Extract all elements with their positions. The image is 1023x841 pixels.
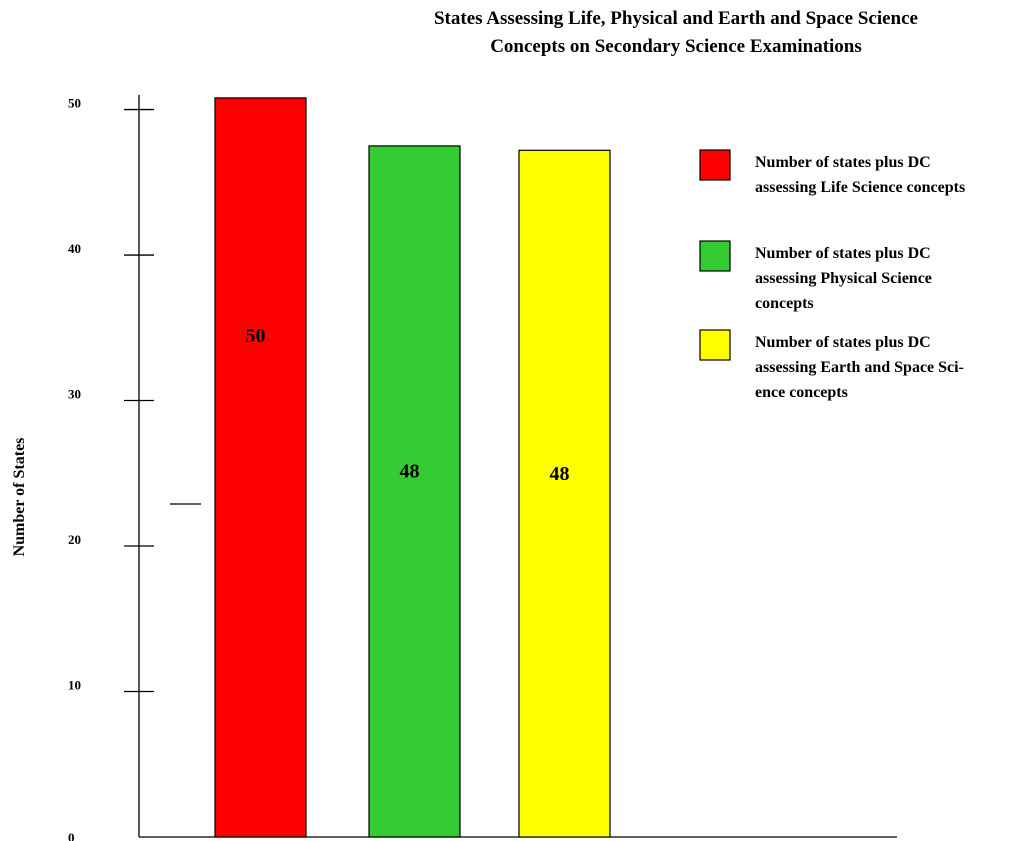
bar-1-value-label: 50 (246, 325, 266, 347)
bar-3 (518, 149, 611, 838)
legend: Number of states plus DC assessing Life S… (699, 149, 965, 401)
bars: 50 48 48 (214, 97, 611, 838)
y-ticks: 0 10 20 30 40 50 (68, 96, 154, 841)
legend-label-1-line-2: assessing Life Science concepts (755, 179, 965, 196)
y-tick-label-40: 40 (68, 241, 81, 256)
legend-label-1-line-1: Number of states plus DC (755, 154, 931, 171)
y-axis-label: Number of States (11, 438, 28, 557)
legend-swatch-2 (699, 240, 731, 272)
y-tick-label-50: 50 (68, 96, 81, 111)
chart-title-line-2: Concepts on Secondary Science Examinatio… (490, 36, 862, 57)
bar-2 (368, 145, 461, 838)
chart-title-line-1: States Assessing Life, Physical and Eart… (434, 8, 918, 29)
y-tick-label-0: 0 (68, 830, 75, 841)
y-tick-label-10: 10 (68, 678, 81, 693)
legend-label-2-line-3: concepts (755, 295, 814, 312)
legend-label-3-line-3: ence concepts (755, 384, 848, 401)
legend-swatch-1 (699, 149, 731, 181)
legend-label-2-line-1: Number of states plus DC (755, 245, 931, 262)
y-tick-label-30: 30 (68, 387, 81, 402)
legend-label-3-line-2: assessing Earth and Space Sci- (755, 359, 964, 376)
y-tick-label-20: 20 (68, 532, 81, 547)
legend-label-2-line-2: assessing Physical Science (755, 270, 932, 287)
legend-label-3-line-1: Number of states plus DC (755, 334, 931, 351)
bar-2-value-label: 48 (400, 461, 420, 483)
legend-swatch-3 (699, 329, 731, 361)
bar-3-value-label: 48 (550, 463, 570, 485)
bar-1 (214, 97, 307, 838)
